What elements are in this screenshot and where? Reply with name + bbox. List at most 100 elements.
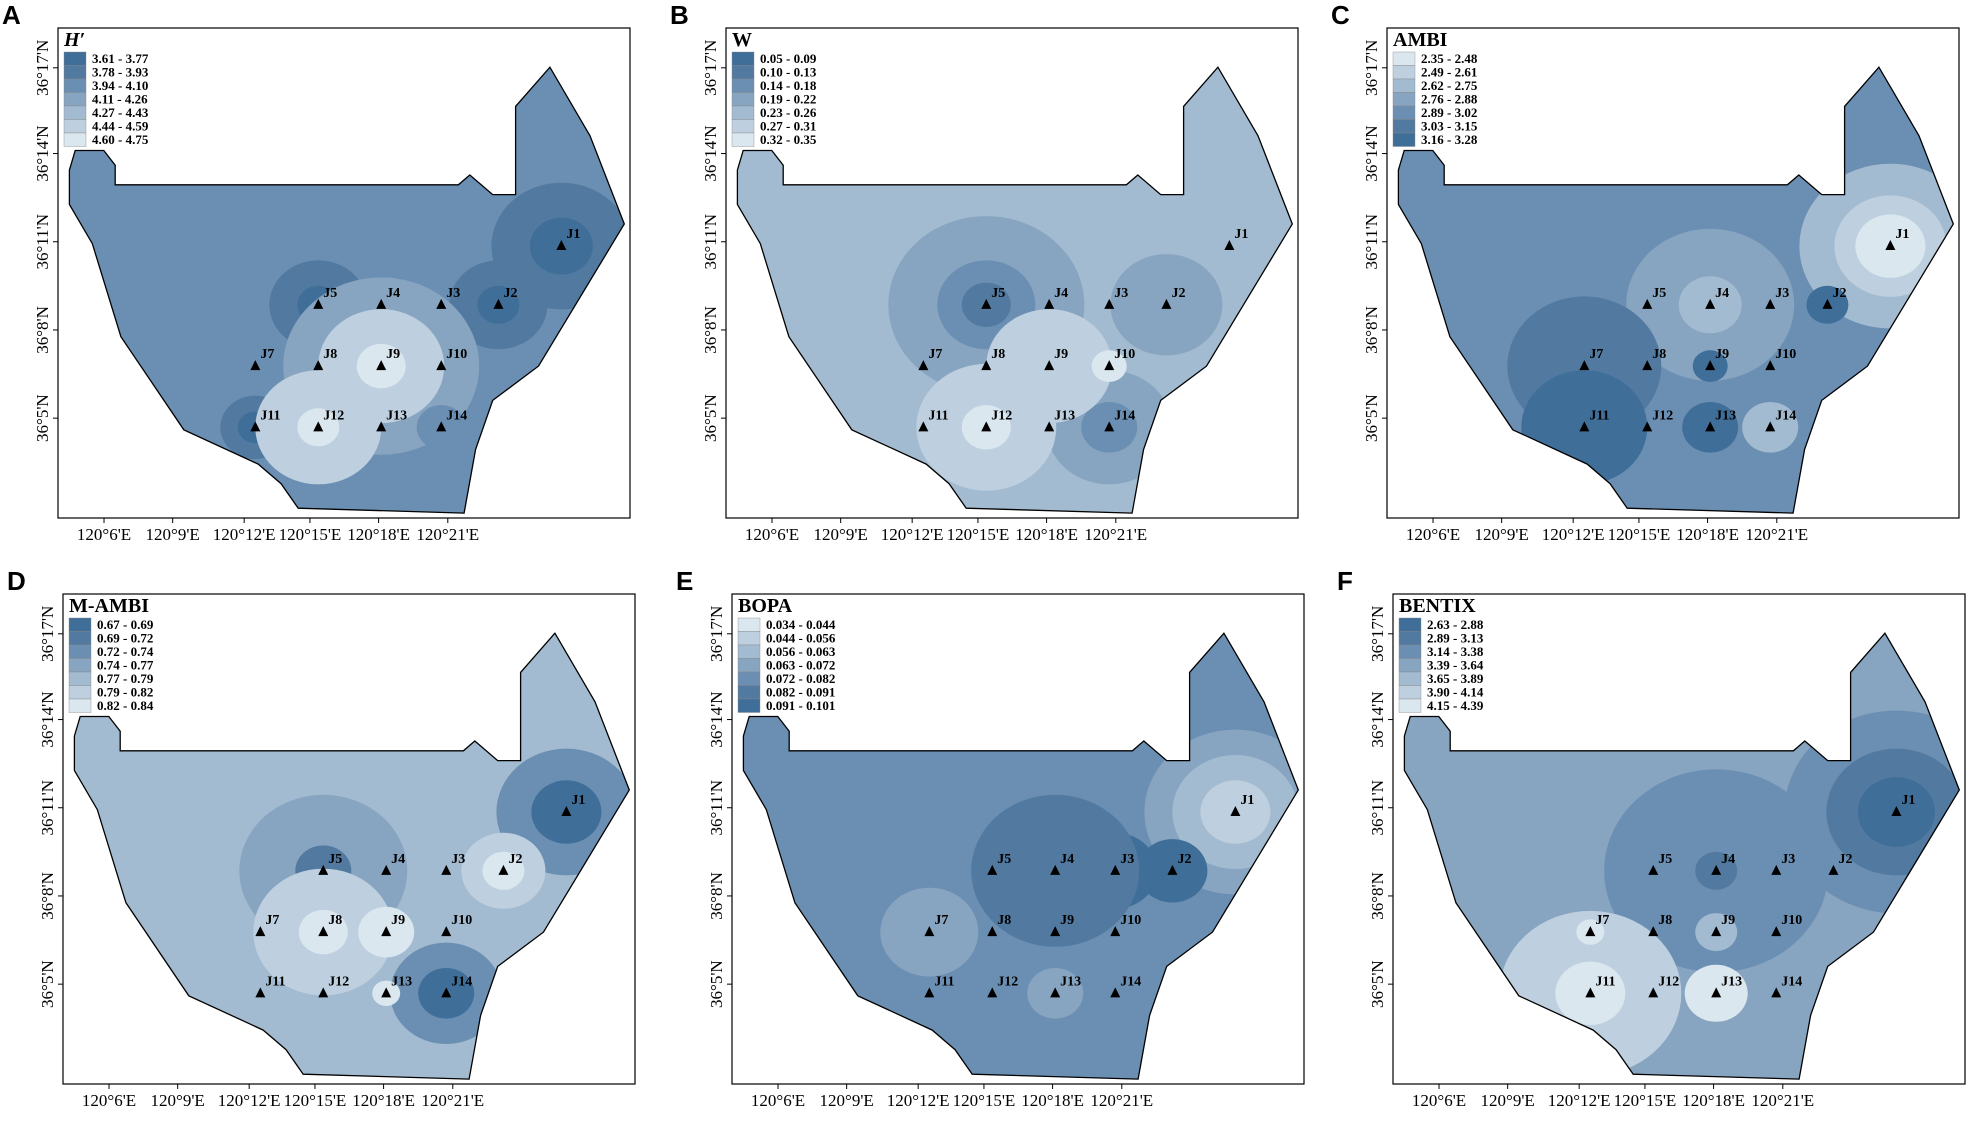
station-marker bbox=[1044, 298, 1055, 309]
y-tick-label: 36°8'N bbox=[1368, 872, 1387, 920]
legend-title: H′ bbox=[63, 29, 85, 51]
station-label: J4 bbox=[391, 852, 405, 867]
interpolation-surface bbox=[74, 633, 630, 1080]
station-label: J12 bbox=[328, 974, 349, 989]
legend-swatch bbox=[737, 658, 761, 673]
coastline bbox=[68, 66, 626, 514]
station-marker bbox=[1161, 298, 1172, 309]
y-tick-label: 36°14'N bbox=[1362, 125, 1381, 181]
station-label: J3 bbox=[1120, 852, 1134, 867]
legend-swatch bbox=[1398, 644, 1422, 659]
legend-swatch bbox=[737, 631, 761, 646]
station-label: J1 bbox=[566, 227, 580, 242]
x-tick-label: 120°6'E bbox=[1412, 1091, 1466, 1110]
legend-label: 4.60 - 4.75 bbox=[92, 132, 149, 147]
station-marker bbox=[376, 360, 387, 371]
station-marker bbox=[441, 987, 452, 998]
station-label: J3 bbox=[1775, 286, 1789, 301]
panel-letter: E bbox=[676, 566, 693, 596]
x-tick-label: 120°15'E bbox=[279, 525, 342, 544]
station-marker bbox=[1765, 298, 1776, 309]
legend-label: 2.35 - 2.48 bbox=[1421, 51, 1478, 66]
station-label: J14 bbox=[1114, 408, 1135, 423]
x-tick-label: 120°12'E bbox=[881, 525, 944, 544]
legend-label: 4.15 - 4.39 bbox=[1427, 698, 1484, 713]
station-label: J7 bbox=[934, 913, 948, 928]
y-tick-label: 36°8'N bbox=[33, 306, 52, 354]
station-label: J2 bbox=[1177, 852, 1191, 867]
station-label: J5 bbox=[323, 286, 337, 301]
station-marker bbox=[1579, 421, 1590, 432]
station-label: J1 bbox=[1901, 793, 1915, 808]
station-label: J9 bbox=[391, 913, 405, 928]
panel-f: F J1 J2 J3 J4 J5 J7 J8 J9 J10 J11 J12 J13 J14 120°6'E 1… bbox=[1337, 566, 1966, 1110]
station-marker bbox=[1044, 360, 1055, 371]
station-label: J9 bbox=[1060, 913, 1074, 928]
y-tick-label: 36°11'N bbox=[701, 214, 720, 270]
station-marker bbox=[1579, 360, 1590, 371]
station-marker bbox=[1167, 864, 1178, 875]
legend-label: 3.39 - 3.64 bbox=[1427, 658, 1484, 673]
x-tick-label: 120°18'E bbox=[1021, 1091, 1084, 1110]
legend-title: W bbox=[732, 29, 752, 51]
x-tick-label: 120°6'E bbox=[751, 1091, 805, 1110]
legend-label: 0.056 - 0.063 bbox=[766, 644, 836, 659]
legend-label: 0.23 - 0.26 bbox=[760, 105, 817, 120]
x-tick-label: 120°21'E bbox=[416, 525, 479, 544]
legend-label: 3.61 - 3.77 bbox=[92, 51, 149, 66]
x-tick-label: 120°9'E bbox=[820, 1091, 874, 1110]
station-label: J3 bbox=[451, 852, 465, 867]
legend-swatch bbox=[1392, 119, 1416, 134]
station-label: J3 bbox=[446, 286, 460, 301]
station-label: J11 bbox=[260, 408, 280, 423]
legend-swatch bbox=[737, 644, 761, 659]
y-tick-label: 36°11'N bbox=[33, 214, 52, 270]
station-marker bbox=[313, 421, 324, 432]
station-marker bbox=[924, 987, 935, 998]
station-marker bbox=[1585, 987, 1596, 998]
x-tick-label: 120°21'E bbox=[1745, 525, 1808, 544]
station-label: J10 bbox=[1781, 913, 1802, 928]
station-label: J1 bbox=[1234, 227, 1248, 242]
interpolation-surface bbox=[69, 67, 625, 514]
station-marker bbox=[318, 926, 329, 937]
station-marker bbox=[1110, 864, 1121, 875]
station-label: J2 bbox=[1171, 286, 1185, 301]
legend-swatch bbox=[63, 92, 87, 107]
legend-swatch bbox=[731, 119, 755, 134]
station-marker bbox=[556, 240, 567, 251]
legend-swatch bbox=[63, 51, 87, 66]
legend-label: 2.89 - 3.13 bbox=[1427, 631, 1484, 646]
station-label: J7 bbox=[265, 913, 279, 928]
x-tick-label: 120°15'E bbox=[953, 1091, 1016, 1110]
legend-label: 0.82 - 0.84 bbox=[97, 698, 154, 713]
x-tick-label: 120°21'E bbox=[1751, 1091, 1814, 1110]
station-marker bbox=[981, 360, 992, 371]
station-marker bbox=[255, 987, 266, 998]
station-label: J9 bbox=[386, 347, 400, 362]
station-label: J12 bbox=[991, 408, 1012, 423]
station-label: J5 bbox=[1658, 852, 1672, 867]
y-tick-label: 36°5'N bbox=[33, 394, 52, 442]
station-marker bbox=[987, 926, 998, 937]
legend-swatch bbox=[63, 132, 87, 147]
legend-swatch bbox=[731, 132, 755, 147]
legend-label: 4.44 - 4.59 bbox=[92, 119, 149, 134]
station-marker bbox=[1828, 864, 1839, 875]
station-label: J11 bbox=[1589, 408, 1609, 423]
station-marker bbox=[1642, 421, 1653, 432]
x-tick-label: 120°12'E bbox=[218, 1091, 281, 1110]
station-label: J10 bbox=[1120, 913, 1141, 928]
coastline bbox=[1397, 66, 1955, 514]
x-tick-label: 120°12'E bbox=[213, 525, 276, 544]
station-marker bbox=[1224, 240, 1235, 251]
legend-label: 3.65 - 3.89 bbox=[1427, 671, 1484, 686]
station-label: J4 bbox=[1721, 852, 1735, 867]
legend-swatch bbox=[1392, 132, 1416, 147]
x-tick-label: 120°18'E bbox=[1682, 1091, 1745, 1110]
legend-title: BENTIX bbox=[1399, 595, 1476, 617]
station-marker bbox=[441, 926, 452, 937]
station-label: J2 bbox=[508, 852, 522, 867]
station-marker bbox=[981, 421, 992, 432]
legend-label: 0.05 - 0.09 bbox=[760, 51, 817, 66]
